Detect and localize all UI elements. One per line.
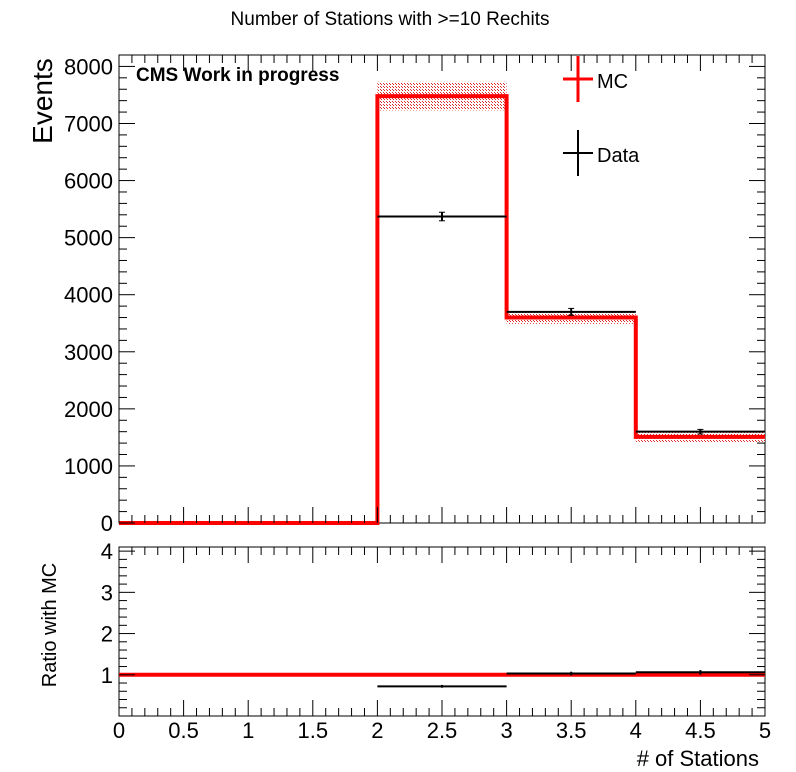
x-axis-label: # of Stations bbox=[637, 746, 759, 771]
y-tick-label: 4000 bbox=[64, 283, 113, 308]
x-tick-label: 3.5 bbox=[556, 718, 587, 743]
top-plot-frame bbox=[118, 54, 766, 524]
ratio-y-tick-label: 2 bbox=[101, 622, 113, 647]
y-tick-label: 8000 bbox=[64, 54, 113, 79]
y-tick-label: 7000 bbox=[64, 111, 113, 136]
x-tick-label: 1.5 bbox=[298, 718, 329, 743]
mc-histogram-line bbox=[119, 94, 765, 525]
x-tick-label: 5 bbox=[759, 718, 771, 743]
x-tick-label: 0 bbox=[113, 718, 125, 743]
x-tick-label: 4.5 bbox=[685, 718, 716, 743]
legend-data-label: Data bbox=[597, 145, 640, 167]
ratio-y-tick-label: 3 bbox=[101, 580, 113, 605]
legend-mc-label: MC bbox=[597, 71, 628, 93]
y-tick-label: 1000 bbox=[64, 454, 113, 479]
x-tick-label: 3 bbox=[500, 718, 512, 743]
x-tick-label: 0.5 bbox=[168, 718, 199, 743]
y-tick-label: 0 bbox=[101, 511, 113, 536]
y-axis-label: Events bbox=[27, 58, 58, 144]
y-tick-label: 5000 bbox=[64, 226, 113, 251]
x-tick-label: 4 bbox=[630, 718, 642, 743]
ratio-plot-frame bbox=[118, 546, 766, 717]
ratio-y-tick-label: 1 bbox=[101, 663, 113, 688]
x-tick-label: 2.5 bbox=[427, 718, 458, 743]
y-tick-label: 2000 bbox=[64, 397, 113, 422]
chart-title: Number of Stations with >=10 Rechits bbox=[231, 9, 550, 30]
cms-label: CMS Work in progress bbox=[136, 65, 339, 86]
y-tick-label: 3000 bbox=[64, 340, 113, 365]
x-tick-label: 1 bbox=[242, 718, 254, 743]
ratio-y-tick-label: 4 bbox=[101, 539, 113, 564]
ratio-y-axis-label: Ratio with MC bbox=[39, 563, 61, 687]
x-tick-label: 2 bbox=[371, 718, 383, 743]
y-tick-label: 6000 bbox=[64, 169, 113, 194]
